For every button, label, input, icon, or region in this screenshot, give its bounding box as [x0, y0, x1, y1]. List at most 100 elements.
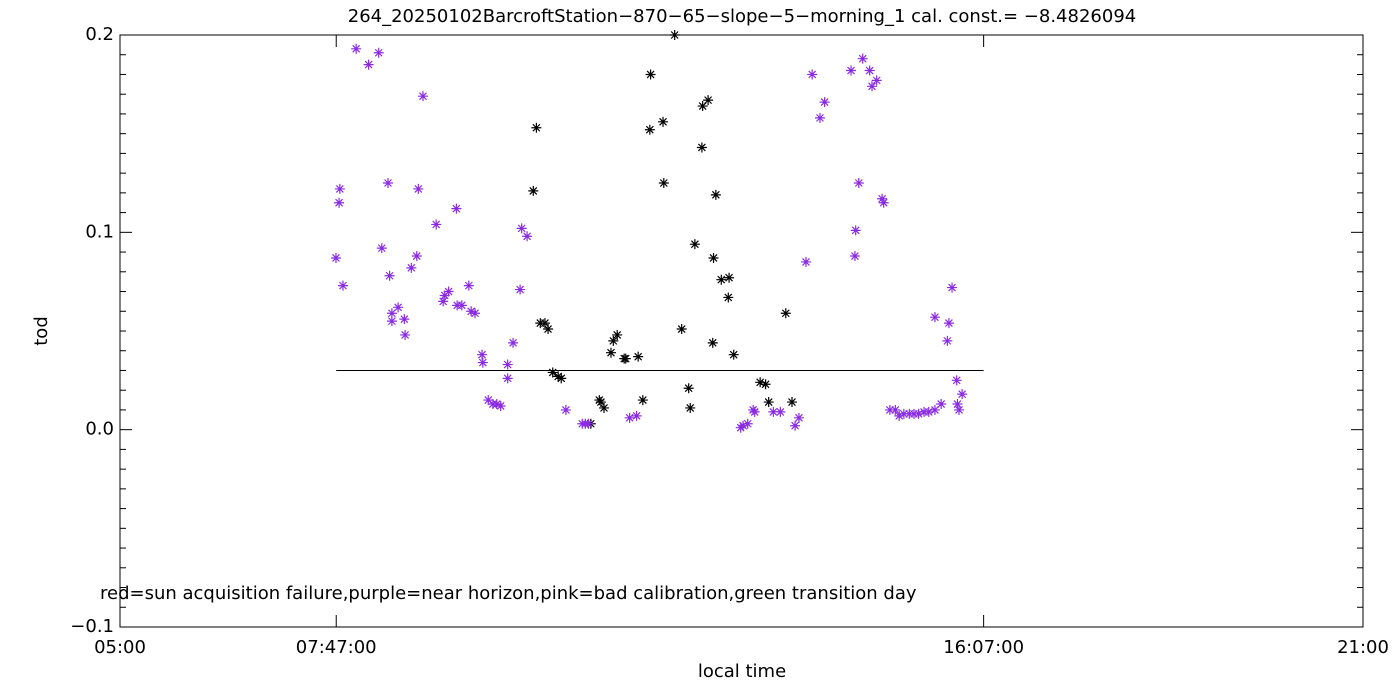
data-point — [645, 69, 656, 80]
data-point — [786, 397, 797, 408]
data-point — [738, 420, 749, 431]
y-tick-label: −0.1 — [70, 616, 114, 637]
data-point — [676, 324, 687, 335]
data-point — [716, 274, 727, 285]
data-point — [857, 53, 868, 64]
data-point — [502, 373, 513, 384]
data-point — [954, 404, 965, 415]
data-point — [393, 302, 404, 313]
data-point — [491, 399, 502, 410]
data-point — [351, 43, 362, 54]
data-point — [942, 335, 953, 346]
data-point — [929, 404, 940, 415]
data-point — [463, 280, 474, 291]
data-point — [951, 375, 962, 386]
data-point — [508, 337, 519, 348]
x-tick-label: 16:07:00 — [943, 637, 1024, 658]
data-point — [466, 306, 477, 317]
data-point — [406, 262, 417, 273]
data-point — [605, 347, 616, 358]
data-point — [560, 404, 571, 415]
data-point — [696, 142, 707, 153]
data-point — [864, 65, 875, 76]
data-point — [929, 312, 940, 323]
data-point — [775, 406, 786, 417]
x-tick-label: 07:47:00 — [296, 637, 377, 658]
data-point — [522, 231, 533, 242]
y-tick-label: 0.0 — [85, 419, 114, 440]
data-point — [685, 402, 696, 413]
data-point — [413, 183, 424, 194]
data-point — [710, 189, 721, 200]
data-point — [728, 349, 739, 360]
data-point — [703, 95, 714, 106]
data-point — [411, 251, 422, 262]
data-point — [470, 308, 481, 319]
data-point — [633, 351, 644, 362]
data-point — [384, 270, 395, 281]
data-point — [793, 412, 804, 423]
data-point — [543, 324, 554, 335]
data-point — [697, 101, 708, 112]
data-point — [528, 185, 539, 196]
data-point — [553, 371, 564, 382]
data-point — [399, 314, 410, 325]
data-point — [850, 225, 861, 236]
data-point — [814, 112, 825, 123]
data-point — [724, 272, 735, 283]
data-point — [631, 410, 642, 421]
data-point — [547, 367, 558, 378]
data-point — [608, 335, 619, 346]
data-point — [913, 408, 924, 419]
data-point — [768, 406, 779, 417]
data-point — [749, 406, 760, 417]
data-point — [871, 75, 882, 86]
data-point — [583, 418, 594, 429]
data-point — [337, 280, 348, 291]
data-point — [790, 420, 801, 431]
data-point — [376, 243, 387, 254]
data-point — [819, 97, 830, 108]
x-axis-label: local time — [698, 661, 786, 682]
data-point — [952, 399, 963, 410]
data-point — [620, 353, 631, 364]
data-point — [502, 359, 513, 370]
data-point — [755, 377, 766, 388]
data-point — [363, 59, 374, 70]
data-point — [898, 408, 909, 419]
data-point — [598, 402, 609, 413]
data-point — [658, 116, 669, 127]
data-point — [439, 290, 450, 301]
data-point — [943, 318, 954, 329]
data-point — [849, 251, 860, 262]
data-point — [477, 357, 488, 368]
data-point — [386, 316, 397, 327]
data-point — [330, 252, 341, 263]
data-point — [400, 329, 411, 340]
data-point — [334, 183, 345, 194]
data-point — [417, 91, 428, 102]
data-point — [947, 282, 958, 293]
data-point — [723, 292, 734, 303]
data-point — [877, 193, 888, 204]
chart-title: 264_20250102BarcroftStation−870−65−slope… — [348, 6, 1136, 27]
data-point — [683, 383, 694, 394]
data-point — [477, 349, 488, 360]
data-point — [539, 318, 550, 329]
data-point — [936, 399, 947, 410]
data-point — [431, 219, 442, 230]
data-point — [658, 178, 669, 188]
data-point — [443, 286, 454, 297]
data-point — [957, 389, 968, 400]
data-point — [923, 406, 934, 417]
data-point — [595, 397, 606, 408]
data-point — [531, 122, 542, 133]
data-point — [556, 373, 567, 384]
data-point — [438, 296, 449, 307]
annotation: red=sun acquisition failure,purple=near … — [100, 583, 917, 604]
data-point — [669, 30, 680, 40]
data-point — [689, 239, 700, 250]
data-point — [878, 197, 889, 208]
